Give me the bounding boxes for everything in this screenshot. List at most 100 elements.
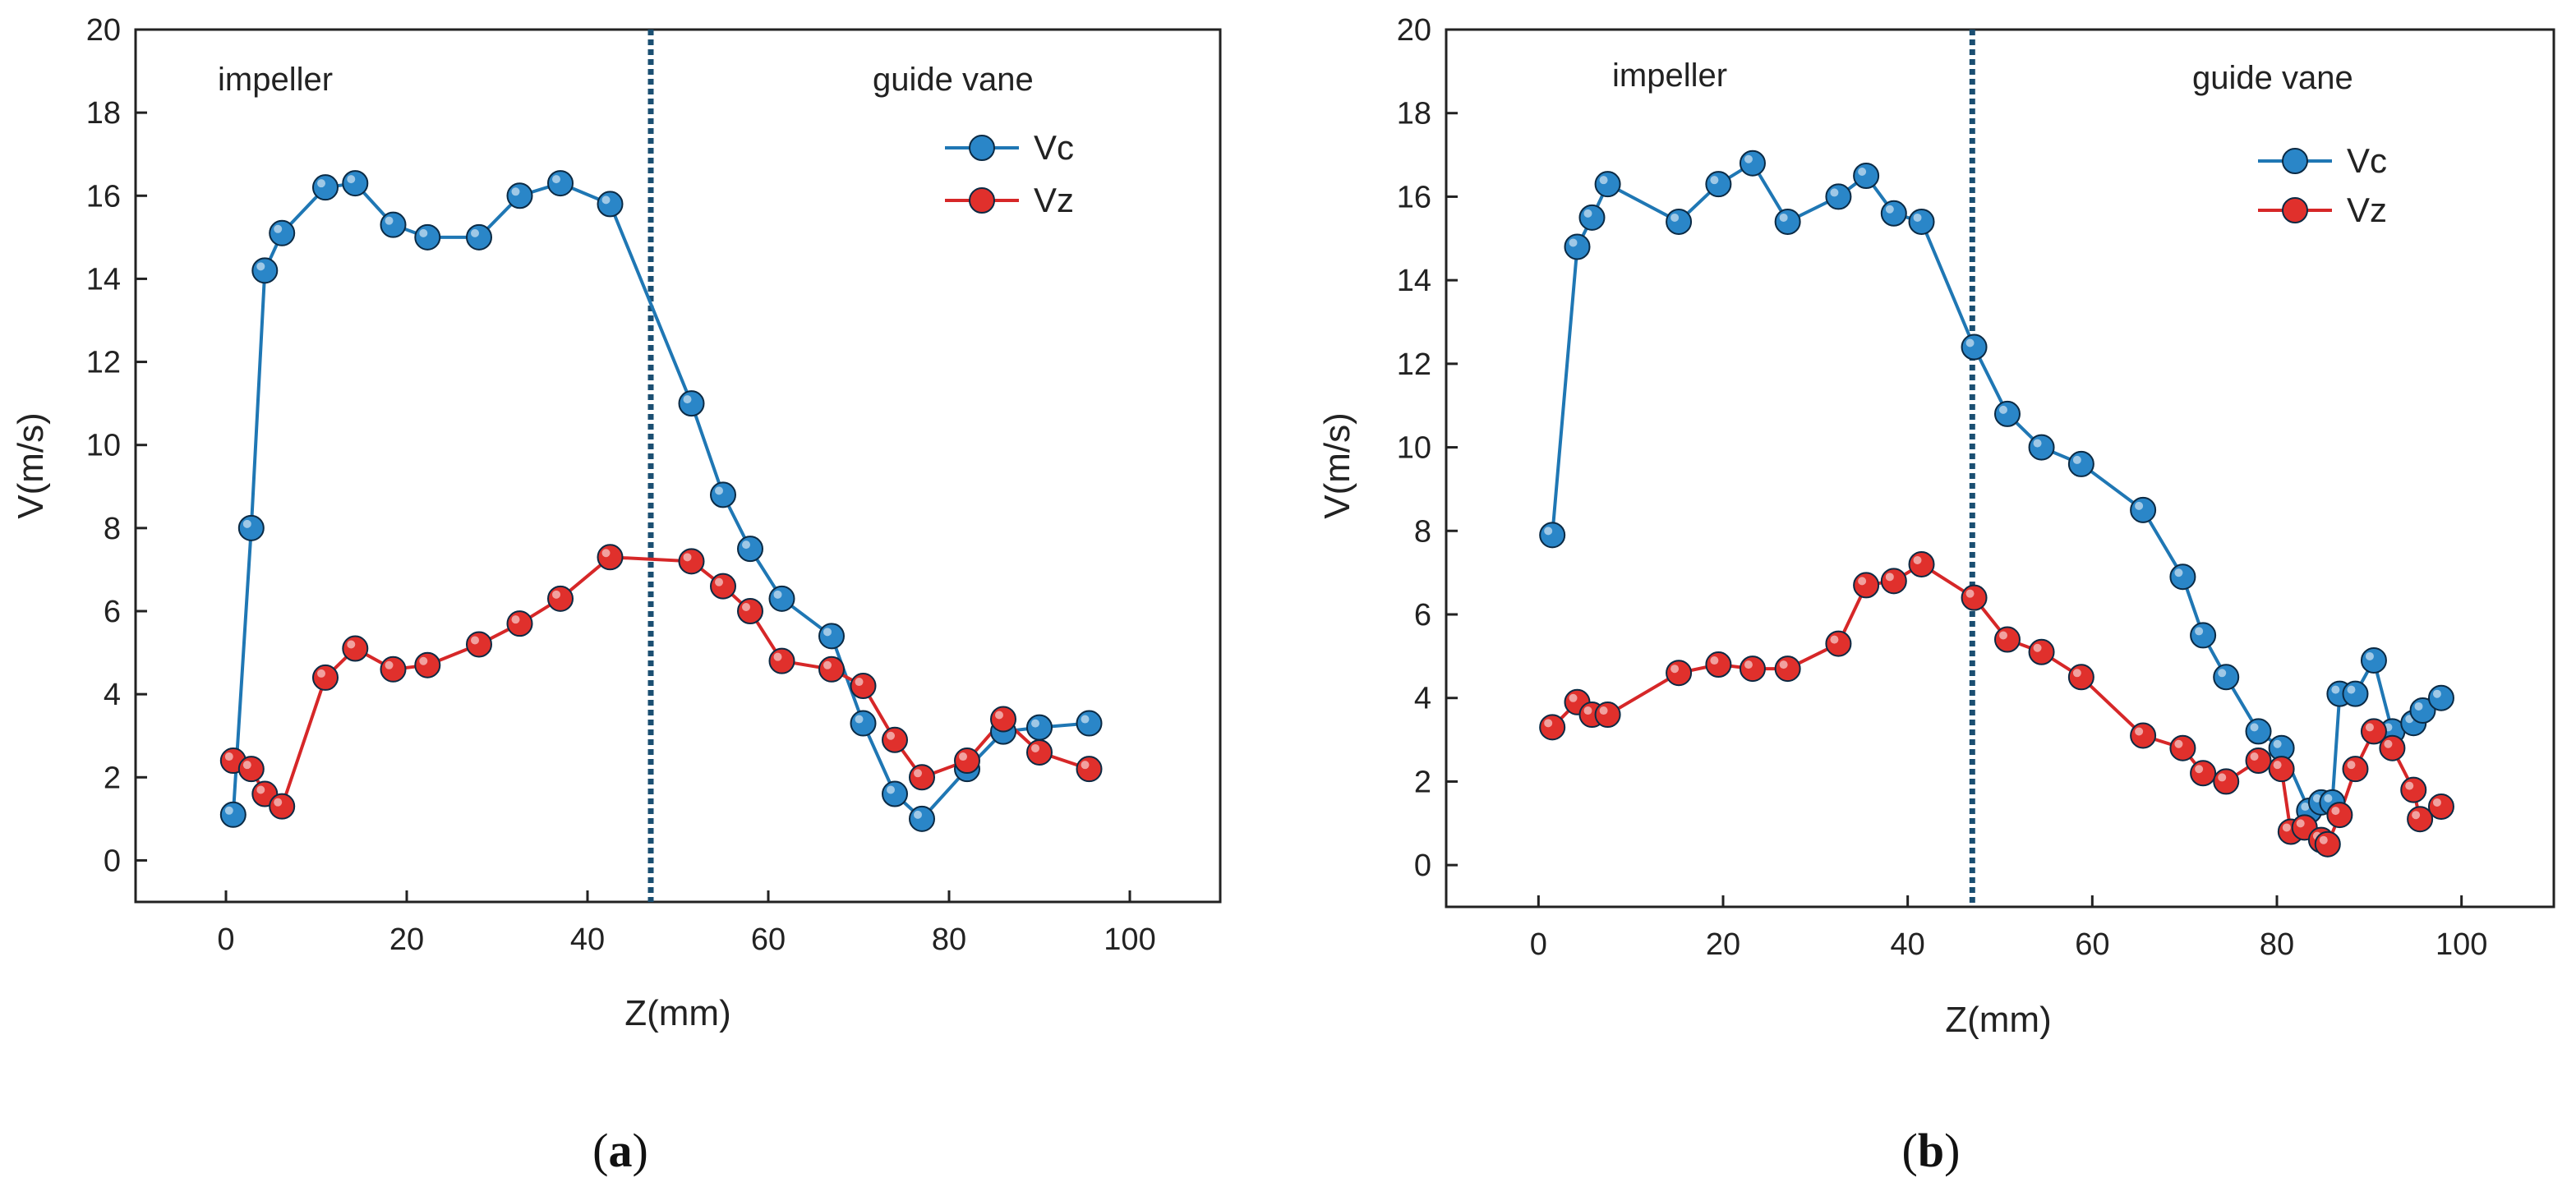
x-tick-label-a: 80 xyxy=(932,922,966,957)
series-lines-a xyxy=(231,181,1090,821)
data-point-highlight-vz-b xyxy=(2195,765,2204,774)
data-point-highlight-vc-b xyxy=(1544,527,1553,536)
data-point-highlight-vc-b xyxy=(1913,213,1922,222)
y-ticks-b: 0 2 4 6 8 10 12 14 16 18 20 xyxy=(1397,13,1458,883)
y-tick-label-a: 2 xyxy=(104,761,121,795)
data-point-highlight-vc-b xyxy=(1830,188,1839,197)
data-point-highlight-vc-a xyxy=(511,187,520,196)
data-point-vz-b xyxy=(2407,806,2434,833)
x-ticks-b: 0 20 40 60 80 100 xyxy=(1530,895,2487,962)
data-point-highlight-vz-b xyxy=(2033,643,2042,652)
data-point-highlight-vc-b xyxy=(2331,685,2340,694)
data-point-vc-b xyxy=(1539,522,1566,549)
data-point-vz-b xyxy=(1993,626,2021,653)
data-point-highlight-vc-a xyxy=(715,486,723,495)
data-point-vc-a xyxy=(312,174,339,201)
data-point-highlight-vc-b xyxy=(1670,213,1680,222)
panel-label-a: (a) xyxy=(592,1124,648,1177)
data-point-vz-a xyxy=(1076,756,1103,783)
data-point-vc-b xyxy=(1666,208,1693,235)
data-point-highlight-vz-a xyxy=(601,549,611,558)
x-tick-label-b: 20 xyxy=(1706,927,1740,962)
data-point-highlight-vc-a xyxy=(887,785,895,794)
data-point-vc-b xyxy=(1880,200,1907,227)
data-point-vz-b xyxy=(2400,776,2427,803)
data-point-highlight-vz-b xyxy=(1583,706,1592,715)
data-point-vc-b xyxy=(1961,334,1988,361)
panel-label-b: (b) xyxy=(1902,1124,1961,1177)
data-point-vc-a xyxy=(909,805,935,832)
series-markers-a xyxy=(219,170,1103,832)
data-point-vz-a xyxy=(710,573,736,600)
data-point-vz-b xyxy=(2169,734,2196,761)
x-tick-label-a: 100 xyxy=(1104,922,1155,957)
data-point-highlight-vz-a xyxy=(742,603,750,611)
y-tick-label-b: 0 xyxy=(1414,849,1431,883)
data-point-vc-a xyxy=(237,514,265,541)
data-point-highlight-vc-b xyxy=(2135,501,2144,510)
data-point-vc-b xyxy=(1705,171,1732,198)
x-tick-label-b: 0 xyxy=(1530,927,1547,962)
data-point-highlight-vz-a xyxy=(683,553,692,562)
data-point-highlight-vc-b xyxy=(1779,213,1788,222)
plot-frame-a xyxy=(134,28,1222,904)
data-point-highlight-vz-a xyxy=(1081,761,1090,770)
data-point-highlight-vz-b xyxy=(2384,739,2393,748)
data-point-vz-b xyxy=(2268,756,2295,783)
data-point-vz-b xyxy=(2314,830,2341,858)
data-point-highlight-vc-a xyxy=(419,228,428,237)
data-point-highlight-vc-a xyxy=(773,590,782,599)
data-point-highlight-vc-a xyxy=(1031,719,1039,728)
data-point-highlight-vc-b xyxy=(1965,338,1975,347)
y-ticks-a: 0 2 4 6 8 10 12 14 16 18 20 xyxy=(86,13,147,878)
data-point-highlight-vc-a xyxy=(552,175,560,184)
data-point-vz-a xyxy=(237,756,265,783)
data-point-vz-b xyxy=(2067,664,2094,691)
data-point-vz-b xyxy=(2213,768,2240,795)
data-point-vz-a xyxy=(312,664,339,691)
y-tick-label-a: 8 xyxy=(104,512,121,546)
data-point-vc-b xyxy=(2427,684,2454,711)
data-point-highlight-vz-a xyxy=(385,660,394,669)
y-tick-label-a: 0 xyxy=(104,844,121,878)
data-point-highlight-vc-b xyxy=(2218,669,2227,678)
data-point-highlight-vc-b xyxy=(1885,205,1894,214)
data-point-highlight-vc-a xyxy=(471,228,479,237)
data-point-vc-a xyxy=(1076,710,1103,737)
data-point-highlight-vz-b xyxy=(2412,811,2421,820)
data-point-highlight-vc-b xyxy=(2301,803,2310,812)
data-point-vc-b xyxy=(2130,496,2157,523)
data-point-vz-a xyxy=(414,651,441,678)
data-point-highlight-vz-b xyxy=(1885,573,1894,582)
data-point-highlight-vc-b xyxy=(2347,685,2356,694)
data-point-highlight-vc-a xyxy=(256,262,265,271)
data-point-vz-a xyxy=(506,610,533,637)
data-point-vz-b xyxy=(1739,656,1766,683)
data-point-vz-a xyxy=(954,748,980,775)
data-point-vc-a xyxy=(737,536,763,563)
data-point-vc-b xyxy=(2213,664,2240,691)
data-point-vz-b xyxy=(1853,572,1880,599)
data-point-vc-b xyxy=(2067,450,2094,477)
data-point-vz-b xyxy=(1774,656,1801,683)
data-point-highlight-vc-a xyxy=(914,810,922,819)
data-point-highlight-vz-b xyxy=(2273,761,2282,770)
data-point-vc-a xyxy=(710,481,736,508)
legend-marker-vz-b xyxy=(2282,197,2308,223)
data-point-vz-a xyxy=(850,673,877,700)
data-point-vc-a xyxy=(850,710,877,737)
data-point-highlight-vc-a xyxy=(823,628,832,637)
data-point-vz-b xyxy=(2342,756,2369,783)
data-point-vc-b xyxy=(2169,564,2196,591)
data-point-vz-a xyxy=(737,598,763,624)
legend-marker-vz-a xyxy=(969,187,995,214)
data-point-vc-b xyxy=(2028,434,2055,461)
data-point-vc-b xyxy=(1853,163,1880,189)
data-point-vc-a xyxy=(219,801,247,828)
data-point-highlight-vz-a xyxy=(959,752,967,761)
legend-marker-vc-b xyxy=(2282,148,2308,174)
data-point-highlight-vc-b xyxy=(1744,154,1753,163)
data-point-highlight-vz-b xyxy=(1965,589,1975,598)
data-point-highlight-vz-a xyxy=(274,798,283,807)
